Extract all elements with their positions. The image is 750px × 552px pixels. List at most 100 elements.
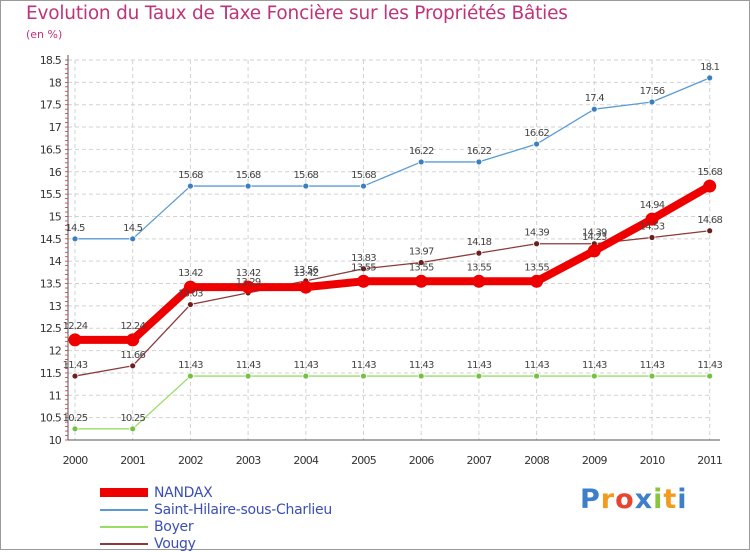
data-label: 13.55 — [351, 262, 376, 273]
data-point — [645, 212, 659, 226]
x-tick-label: 2005 — [351, 454, 377, 467]
legend: NANDAX Saint-Hilaire-sous-Charlieu Boyer… — [100, 484, 332, 552]
x-tick-label: 2001 — [120, 454, 145, 467]
x-tick-label: 2000 — [63, 454, 89, 467]
data-point — [129, 362, 137, 370]
x-tick-label: 2002 — [178, 454, 203, 467]
series-group — [68, 74, 717, 433]
data-point — [587, 244, 601, 258]
y-tick-label: 12.5 — [40, 322, 62, 335]
y-tick-label: 12 — [49, 345, 61, 358]
data-label: 14.94 — [640, 200, 665, 211]
data-label: 15.68 — [351, 170, 376, 181]
chart-subtitle: (en %) — [26, 28, 63, 41]
y-tick-label: 15.5 — [40, 188, 62, 201]
data-point — [417, 259, 425, 266]
data-label: 10.25 — [63, 413, 88, 424]
data-label: 16.22 — [409, 146, 434, 157]
data-point — [472, 274, 486, 288]
data-label: 15.68 — [697, 167, 722, 178]
x-tick-label: 2007 — [467, 454, 493, 467]
data-label: 11.43 — [293, 360, 318, 371]
data-point — [530, 274, 544, 288]
data-label: 12.24 — [63, 321, 88, 332]
data-label: 14.39 — [524, 228, 549, 239]
data-point — [186, 301, 194, 308]
data-label: 11.43 — [582, 360, 607, 371]
data-label: 11.43 — [640, 360, 665, 371]
data-label: 13.42 — [293, 268, 318, 279]
data-label: 12.24 — [120, 321, 145, 332]
legend-label: Boyer — [154, 518, 194, 535]
legend-item-nandax: NANDAX — [100, 484, 332, 501]
data-point — [71, 425, 79, 433]
data-point — [129, 235, 137, 243]
data-label: 11.43 — [467, 360, 492, 371]
data-point — [68, 333, 82, 347]
data-point — [706, 227, 714, 235]
y-tick-label: 10 — [49, 434, 62, 447]
axes — [65, 55, 720, 441]
data-label: 13.97 — [409, 247, 434, 258]
data-label: 13.56 — [293, 265, 318, 276]
data-point — [590, 105, 598, 113]
data-point — [357, 274, 370, 288]
series-line-nandax — [71, 182, 714, 344]
y-tick-label: 16 — [49, 166, 62, 179]
data-point — [706, 372, 714, 380]
data-point — [417, 372, 425, 380]
data-point — [244, 372, 252, 380]
y-tick-label: 13 — [49, 300, 62, 313]
legend-swatch-nandax — [100, 488, 148, 497]
data-label: 13.55 — [409, 262, 434, 273]
logo-letter: i — [653, 484, 664, 515]
line-chart: 1010.51111.51212.51313.51414.51515.51616… — [40, 54, 724, 467]
x-tick-label: 2008 — [524, 454, 550, 467]
data-label: 16.22 — [467, 146, 492, 157]
data-label: 10.25 — [120, 413, 145, 424]
logo-letter: x — [634, 484, 654, 515]
y-tick-label: 14 — [49, 255, 62, 268]
data-point — [533, 372, 540, 380]
y-axis-ticks: 10 10.5 11 11.5 12 12.5 13 13.5 14 14.5 15 15.5 16 16… — [40, 54, 63, 447]
data-label: 15.68 — [236, 170, 261, 181]
data-label: 11.43 — [409, 360, 434, 371]
x-tick-label: 2006 — [409, 454, 435, 467]
data-label: 13.03 — [178, 289, 203, 300]
data-label: 18.1 — [700, 62, 720, 73]
data-label: 14.68 — [697, 215, 722, 226]
data-label: 11.43 — [351, 360, 376, 371]
data-label: 11.43 — [63, 360, 88, 371]
data-label: 16.62 — [524, 128, 549, 139]
data-point — [71, 235, 79, 243]
y-tick-label: 16.5 — [40, 143, 62, 156]
data-label: 13.83 — [351, 253, 376, 264]
legend-label: NANDAX — [154, 484, 213, 501]
data-point — [648, 234, 656, 241]
y-tick-label: 11.5 — [40, 367, 62, 380]
logo-letter: i — [677, 484, 688, 515]
data-point — [360, 265, 367, 273]
legend-item-saint-hilaire: Saint-Hilaire-sous-Charlieu — [100, 501, 332, 518]
data-label: 13.55 — [524, 262, 549, 273]
data-point — [703, 179, 717, 193]
data-label: 14.23 — [582, 232, 607, 243]
legend-label: Saint-Hilaire-sous-Charlieu — [154, 501, 332, 518]
proxiti-logo: Proxiti — [580, 484, 688, 515]
x-tick-label: 2009 — [582, 454, 608, 467]
logo-letter: t — [663, 484, 678, 515]
data-label: 14.39 — [582, 228, 607, 239]
data-point — [533, 240, 540, 248]
data-label: 11.43 — [178, 360, 203, 371]
data-label: 15.68 — [293, 170, 318, 181]
logo-letter: o — [615, 484, 635, 515]
data-label: 17.56 — [640, 86, 665, 97]
data-label: 14.18 — [467, 237, 492, 248]
series-line-saint-hilaire-sous-charlieu — [74, 77, 711, 240]
y-tick-label: 10.5 — [40, 412, 62, 425]
legend-item-boyer: Boyer — [100, 518, 332, 535]
data-point — [129, 425, 137, 433]
data-point — [71, 372, 79, 380]
data-point — [186, 182, 194, 190]
